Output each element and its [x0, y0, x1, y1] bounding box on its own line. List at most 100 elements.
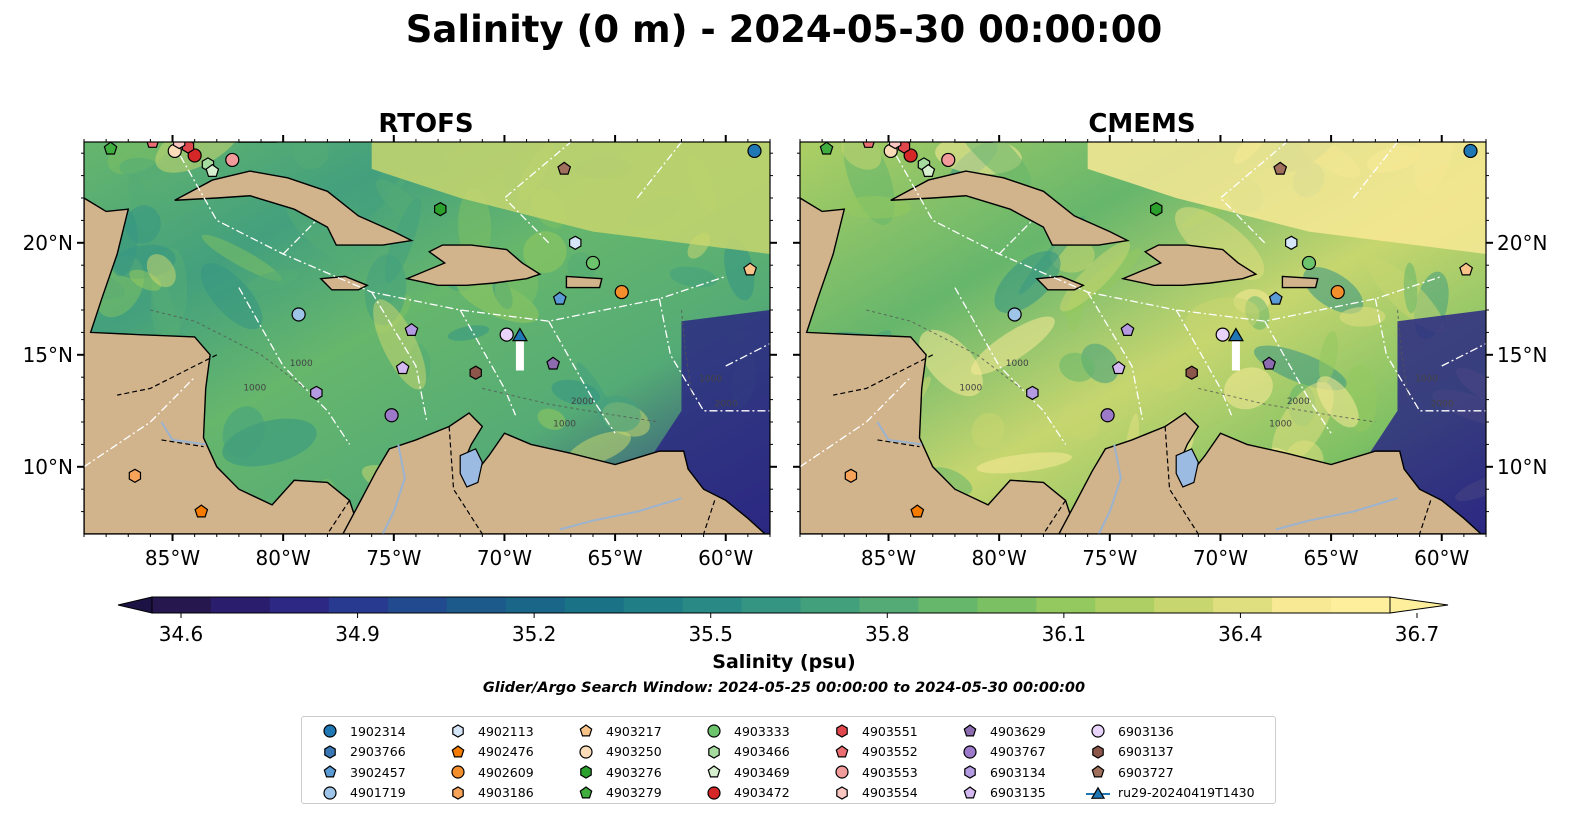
panel-title-left: RTOFS [378, 109, 473, 139]
float-marker [1185, 365, 1198, 380]
country-border [833, 354, 934, 396]
legend-marker [451, 744, 465, 757]
eez-boundary [1264, 320, 1332, 434]
colorbar-tick-label: 36.4 [1218, 622, 1263, 646]
float-marker [910, 504, 925, 518]
land-central-america [800, 197, 1078, 534]
eez-boundary [503, 142, 572, 244]
lon-label: 80°W [972, 546, 1027, 570]
map-frame [799, 141, 1487, 535]
bathymetry-contour [1198, 387, 1376, 423]
salinity-swirl [1316, 376, 1359, 428]
float-marker [1262, 356, 1277, 370]
legend-label: 4903217 [606, 723, 662, 739]
float-marker [835, 744, 849, 757]
salinity-swirl [247, 269, 300, 292]
salinity-swirl [976, 452, 1072, 474]
legend-entry: 4901719 [316, 784, 406, 802]
lat-label: 20°N [23, 231, 73, 255]
float-marker [552, 291, 567, 305]
float-marker [187, 148, 202, 163]
float-marker [903, 148, 918, 163]
legend-label: 4902476 [478, 744, 534, 759]
legend-entry: 6903136 [1084, 722, 1174, 740]
float-marker [452, 785, 464, 800]
float-marker [835, 765, 849, 779]
salinity-swirl [1059, 241, 1131, 312]
bathymetry-contour [482, 387, 660, 423]
float-marker [708, 744, 720, 759]
colorbar-tick-label: 36.7 [1395, 622, 1440, 646]
contour-label: 1000 [290, 359, 313, 369]
legend-entry: 4903186 [444, 784, 534, 802]
float-marker [205, 163, 220, 177]
country-border [1419, 500, 1432, 534]
colorbar-segment [446, 597, 507, 613]
float-marker [1091, 724, 1105, 738]
glider-marker [1090, 786, 1106, 799]
eez-boundary [1374, 298, 1486, 412]
colorbar-segment [152, 597, 212, 613]
country-border [1042, 500, 1067, 534]
float-marker [225, 152, 240, 168]
atlantic-saline-water [1087, 142, 1486, 254]
float-legend: 1902314 2903766 3902457 4901719 4902113 49024… [301, 716, 1276, 804]
colorbar-segment [1213, 597, 1273, 613]
colorbar-tick-label: 35.8 [865, 622, 910, 646]
contour-label: 1000 [699, 375, 722, 385]
legend-label: 4902609 [478, 764, 534, 780]
colorbar-extend-max [1389, 596, 1449, 614]
eez-boundary [371, 291, 428, 423]
country-border [703, 500, 716, 534]
colorbar-segment [741, 597, 802, 613]
eez-boundary [636, 142, 682, 199]
salinity-swirl [1152, 361, 1184, 392]
float-marker [707, 765, 721, 778]
legend-marker [707, 724, 721, 738]
float-marker [1273, 161, 1288, 175]
legend-label: 4901719 [350, 785, 406, 800]
colorbar-segment [1272, 597, 1332, 613]
legend-label: 4903279 [606, 785, 662, 800]
legend-marker [963, 724, 977, 737]
legend-label: 2903766 [350, 744, 406, 759]
float-marker [941, 152, 956, 168]
float-marker [172, 142, 186, 150]
lat-label: 10°N [23, 455, 73, 479]
float-marker [844, 468, 858, 483]
legend-entry: 4903333 [700, 722, 790, 740]
colorbar-segment [1036, 597, 1096, 613]
legend-label: 6903135 [990, 785, 1046, 800]
salinity-swirl [1271, 381, 1334, 466]
float-marker [1284, 235, 1298, 250]
float-marker [194, 504, 209, 518]
legend-entry: 4902113 [444, 722, 534, 740]
eez-boundary [658, 298, 770, 412]
lake-maracaibo [1175, 448, 1199, 488]
float-marker [434, 202, 447, 217]
land-florida [238, 142, 278, 143]
legend-entry: 4903553 [828, 763, 918, 781]
salinity-swirl [146, 254, 176, 288]
float-marker [579, 785, 593, 798]
legend-label: 4903466 [734, 744, 790, 759]
river [1275, 497, 1398, 531]
colorbar-segment [918, 597, 978, 613]
float-marker [486, 102, 497, 115]
legend-marker [579, 744, 593, 759]
glider-marker [1227, 327, 1244, 342]
contour-label: 1000 [1415, 375, 1438, 385]
legend-marker [836, 724, 848, 738]
country-border [1164, 426, 1199, 534]
land-hispaniola [1120, 244, 1258, 287]
contour-label: 1000 [1006, 359, 1029, 369]
salinity-swirl [669, 266, 718, 288]
float-marker [1463, 143, 1478, 159]
salinity-swirl [1403, 262, 1418, 314]
legend-marker [963, 744, 977, 759]
eez-boundary [1219, 142, 1288, 244]
float-marker [128, 468, 142, 483]
colorbar-tick-label: 34.9 [335, 622, 380, 646]
legend-marker [964, 765, 976, 779]
